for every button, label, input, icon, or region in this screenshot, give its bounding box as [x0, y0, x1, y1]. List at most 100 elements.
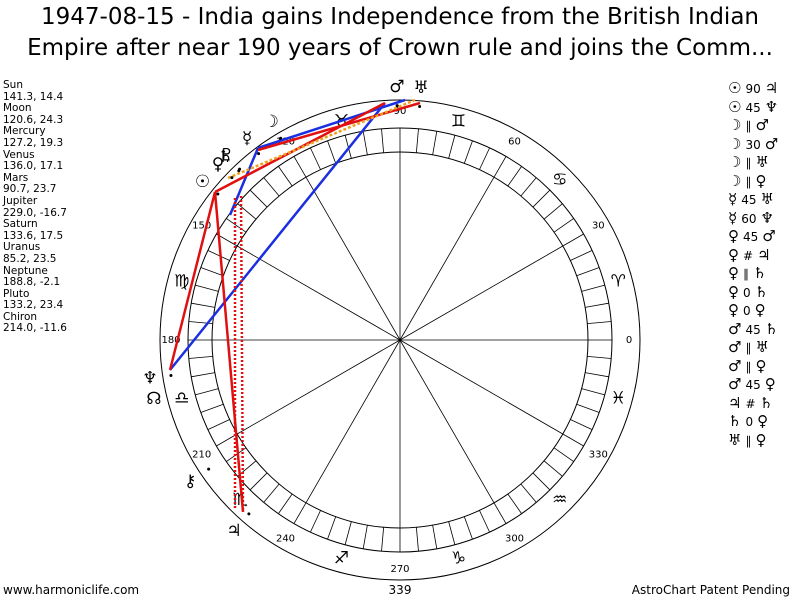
- aspect-line: [168, 191, 217, 371]
- spoke: [399, 176, 495, 341]
- planet-glyph: ⚷: [184, 471, 196, 491]
- ring-tick: [191, 372, 215, 378]
- ring-tick: [278, 166, 293, 187]
- footer-center: 339: [388, 583, 412, 597]
- planet-latitude: 17.5: [39, 229, 64, 242]
- planet-coords: 133.223.4: [3, 299, 67, 312]
- planet-coords: 85.223.5: [3, 253, 67, 266]
- degree-label: 150: [192, 221, 211, 232]
- aspect-row: ☿ 60 ♆: [728, 209, 778, 229]
- aspect-planet: ♀: [755, 171, 767, 190]
- ring-tick: [543, 203, 563, 220]
- aspect-planet: ♀: [755, 356, 767, 375]
- planet-longitude: 188.8: [3, 276, 40, 288]
- ring-tick: [463, 140, 473, 164]
- planet-point: [169, 373, 173, 377]
- planet-coords: 188.8-2.1: [3, 276, 67, 289]
- planet-name: Jupiter: [3, 194, 38, 207]
- aspect-row: ♂ ∥ ♅: [728, 338, 778, 358]
- aspect-planet: ♀: [764, 375, 776, 393]
- aspect-planet: ♂: [728, 375, 742, 393]
- aspect-angle: 45: [745, 100, 761, 115]
- ring-tick: [520, 483, 537, 503]
- spoke: [305, 339, 401, 504]
- aspect-planet: ☽: [728, 134, 742, 153]
- planet-glyph: ☉: [195, 172, 210, 192]
- planet-glyph: ♄: [218, 147, 233, 167]
- planet-point: [238, 167, 242, 171]
- planet-latitude: 24.3: [39, 113, 64, 126]
- aspect-angle: 45: [741, 193, 757, 207]
- sign-glyph: ♐: [334, 548, 349, 568]
- aspect-row: ☽ 30 ♂: [728, 134, 778, 155]
- aspect-planet: ♀: [728, 282, 739, 301]
- aspect-row: ♀ # ♃: [728, 245, 778, 266]
- aspect-angle: ∥: [745, 433, 752, 448]
- ring-tick: [200, 267, 224, 277]
- aspect-planet: ♃: [764, 79, 779, 97]
- aspect-angle: ∥: [745, 119, 752, 133]
- aspect-angle: 90: [745, 82, 761, 96]
- planet-point: [230, 176, 234, 180]
- ring-tick: [200, 403, 224, 413]
- planet-latitude: 14.4: [39, 90, 64, 103]
- ring-tick: [448, 521, 456, 545]
- planet-point: [279, 136, 283, 140]
- planet-glyph: ☽: [264, 112, 279, 132]
- aspect-angle: 45: [743, 230, 759, 244]
- title-line: Empire after near 190 years of Crown rul…: [27, 35, 773, 61]
- aspect-planet: ♃: [757, 245, 771, 264]
- planet-glyph: ♆: [142, 369, 157, 389]
- planet-longitude: 133.6: [3, 230, 40, 242]
- sign-glyph: ♒: [552, 490, 567, 510]
- ring-tick: [543, 460, 563, 477]
- planet-name: Mars: [3, 171, 29, 184]
- ring-tick: [520, 177, 537, 197]
- aspect-row: ♀ 45 ♂: [728, 227, 778, 247]
- degree-label: 90: [394, 106, 407, 117]
- ring-tick: [195, 284, 219, 292]
- planet-name: Sun: [3, 79, 23, 91]
- planet-glyph: ♀: [212, 154, 224, 174]
- planet-glyph: ♅: [414, 78, 429, 98]
- aspect-row: ♂ 45 ♄: [728, 319, 779, 340]
- aspect-angle: ∥: [745, 341, 752, 355]
- aspect-line: [257, 98, 406, 150]
- degree-label: 240: [276, 533, 295, 544]
- ring-tick: [207, 419, 230, 430]
- ring-tick: [507, 166, 522, 187]
- ring-tick: [293, 502, 307, 524]
- planet-coords: 229.0-16.7: [3, 206, 67, 220]
- aspect-row: ♅ ∥ ♀: [728, 431, 778, 451]
- sign-glyph: ♋: [552, 170, 567, 190]
- ring-tick: [278, 493, 293, 514]
- planet-name: Pluto: [3, 287, 30, 300]
- aspect-planet: ♄: [764, 319, 779, 338]
- planet-longitude: 90.7: [3, 183, 33, 195]
- ring-tick: [570, 419, 593, 430]
- aspect-angle: 0: [743, 285, 751, 300]
- aspect-angle: 0: [743, 304, 751, 318]
- aspect-row: ☽ ∥ ♅: [728, 153, 778, 173]
- planet-glyph: ☿: [242, 128, 252, 148]
- planet-glyph: ♇: [219, 146, 234, 166]
- degree-label: 300: [505, 533, 524, 544]
- ring-tick: [562, 233, 584, 247]
- degree-label: 30: [592, 221, 605, 232]
- aspect-row: ☉ 45 ♆: [728, 98, 778, 118]
- ring-tick: [415, 128, 419, 153]
- degree-label: 210: [192, 450, 211, 461]
- ring-tick: [581, 284, 605, 292]
- title-line: 1947-08-15 - India gains Independence fr…: [41, 4, 759, 30]
- degree-label: 330: [589, 450, 608, 461]
- aspect-line: [239, 195, 245, 513]
- ring-tick: [581, 388, 605, 396]
- planet-point: [216, 192, 220, 196]
- planet-latitude: -16.7: [39, 206, 67, 219]
- aspect-row: ♄ 0 ♀: [728, 412, 778, 432]
- aspect-line: [214, 101, 386, 194]
- ring-tick: [585, 372, 609, 378]
- planet-coords: 120.624.3: [3, 113, 67, 127]
- spoke: [399, 339, 564, 435]
- aspect-planet: ♅: [760, 190, 774, 208]
